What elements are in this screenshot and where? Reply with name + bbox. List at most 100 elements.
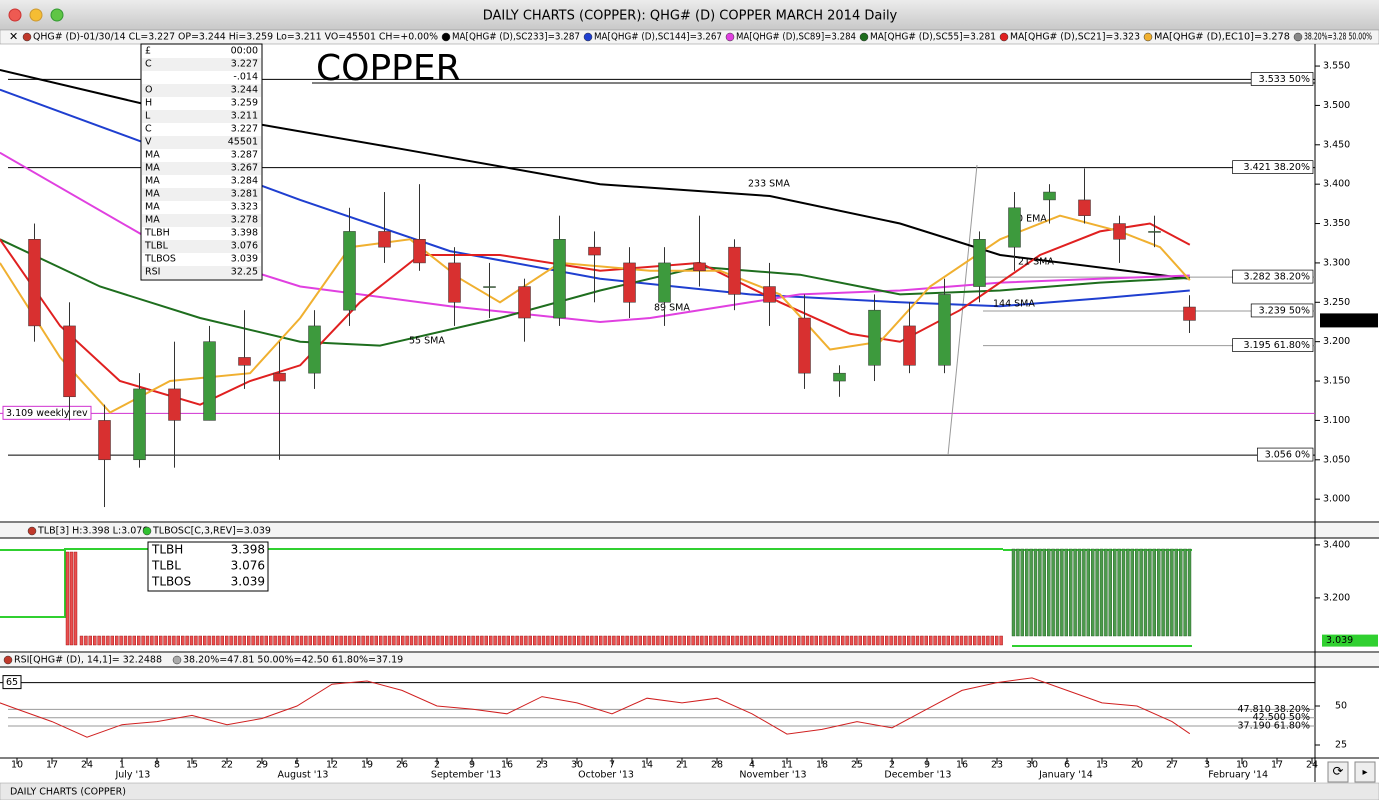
tlb-bar (717, 635, 722, 646)
x-tick-label: 23 (991, 760, 1003, 771)
refresh-icon[interactable]: ⟳ (1333, 765, 1344, 780)
tlb-bar (286, 635, 290, 646)
x-tick-label: 24 (81, 760, 93, 771)
candle-body (833, 372, 846, 382)
tlb-bar (423, 635, 427, 646)
month-label: October '13 (578, 770, 634, 781)
scroll-button[interactable] (1354, 761, 1376, 783)
data-row-bg (142, 58, 261, 71)
tlb-bar (458, 635, 462, 646)
tlb-bar (73, 551, 78, 646)
candle-body (623, 262, 636, 303)
tlb-bar (242, 635, 247, 646)
data-row-bg (142, 214, 261, 227)
tlb-bar (321, 635, 326, 646)
data-row-bg (142, 188, 261, 201)
minimize-button[interactable] (29, 8, 43, 22)
tlb-bar (546, 635, 550, 646)
tlb-bar (590, 635, 594, 646)
tlb-bar (264, 635, 268, 646)
zoom-button[interactable] (50, 8, 64, 22)
tlb-bar (933, 635, 937, 646)
tlb-bar (282, 635, 286, 646)
data-label: C (145, 124, 152, 135)
tlb-bar (955, 635, 959, 646)
tlb-box-value: 3.039 (231, 575, 265, 589)
candle-body (343, 231, 356, 311)
tlb-bar (797, 635, 801, 646)
y-tick-label: 3.150 (1323, 376, 1350, 387)
tlb-bar (920, 635, 924, 646)
tlb-bar (1148, 548, 1152, 637)
tlb-bar (1117, 548, 1121, 637)
candle-body (413, 239, 426, 264)
data-value: 3.323 (231, 202, 258, 213)
tlb-bar (761, 635, 766, 646)
tlb-bar (968, 635, 972, 646)
tlb-bar (744, 635, 748, 646)
tlb-bar (915, 635, 920, 646)
tlb-bar (599, 635, 603, 646)
tlb-bar (841, 635, 845, 646)
data-row-bg (142, 266, 261, 279)
last-value-tag (1322, 634, 1378, 647)
level-tag (1232, 338, 1314, 352)
tlb-bar (885, 635, 889, 646)
tlb-bar (471, 635, 475, 646)
rsi-header (0, 653, 1379, 667)
panel-icon (3, 655, 13, 665)
tlb-bar (889, 635, 893, 646)
tlb-bar (65, 551, 70, 646)
tlb-bar (308, 635, 312, 646)
data-value: 3.076 (231, 241, 258, 252)
tlb-bar (528, 635, 532, 646)
x-tick-label: 15 (186, 760, 198, 771)
candle-body (1113, 223, 1126, 240)
tlb-bar (867, 635, 871, 646)
y-tick-label: 3.350 (1323, 218, 1350, 229)
chart-title: COPPER (316, 48, 461, 89)
tlb-bar (1064, 548, 1069, 637)
level-label: 3.421 38.20% (1244, 162, 1310, 173)
tlb-bar (251, 635, 255, 646)
candle-body (868, 309, 881, 366)
ma-annotation: 144 SMA (993, 299, 1035, 310)
close-x[interactable]: ✕ (9, 30, 18, 43)
tlb-bar (317, 635, 321, 646)
candle-body (238, 357, 251, 366)
tlb-bar (207, 635, 211, 646)
tlb-bar (713, 635, 717, 646)
data-value: 3.281 (231, 189, 258, 200)
tlb-bar (497, 635, 502, 646)
tlb-bar (1099, 548, 1104, 637)
tlb-bar (568, 635, 572, 646)
x-tick-label: 5 (294, 760, 300, 771)
tlb-bar (907, 635, 911, 646)
scroll-icon[interactable]: ▸ (1362, 767, 1367, 778)
close-button[interactable] (8, 8, 22, 22)
tlb-bar (651, 635, 656, 646)
level-tag (1250, 72, 1314, 86)
candle-body (728, 246, 741, 295)
data-label: RSI (145, 267, 160, 278)
tlb-bar (634, 635, 638, 646)
month-label: January '14 (1038, 770, 1093, 781)
tlb-bar (1033, 548, 1038, 637)
tlb-bar (519, 635, 524, 646)
x-tick-label: 9 (469, 760, 475, 771)
tlb-bar (638, 635, 642, 646)
tlb-bar (827, 635, 832, 646)
tlb-bar (1143, 548, 1148, 637)
panel-title: TLB[3] H:3.398 L:3.076 (37, 526, 148, 537)
panel-icon (142, 526, 152, 536)
y-tick-label: 3.050 (1323, 454, 1350, 465)
tlb-bar (973, 635, 977, 646)
refresh-button[interactable] (1327, 761, 1349, 783)
reference-tag (2, 675, 22, 690)
x-tick-label: 6 (1064, 760, 1070, 771)
month-label: September '13 (431, 770, 501, 781)
tlb-bar (563, 635, 568, 646)
plot-layer: 10 17 24 1 8 15 22 29 5 12 19 26 2 9 16 23 30 7 14 21 28 4 11 1… (0, 32, 1378, 781)
tlb-bar (414, 635, 418, 646)
legend-entry: QHG# (D)-01/30/14 CL=3.227 OP=3.244 Hi=3… (33, 32, 438, 43)
